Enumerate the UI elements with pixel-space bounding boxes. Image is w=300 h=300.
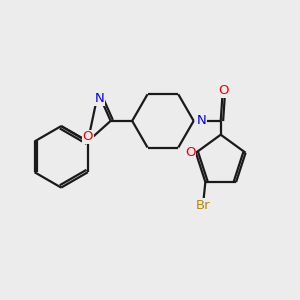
Text: O: O (185, 146, 195, 159)
Text: O: O (218, 84, 228, 97)
Text: O: O (82, 130, 93, 143)
Text: N: N (196, 114, 206, 128)
Text: Br: Br (196, 199, 210, 212)
Text: N: N (95, 92, 105, 105)
